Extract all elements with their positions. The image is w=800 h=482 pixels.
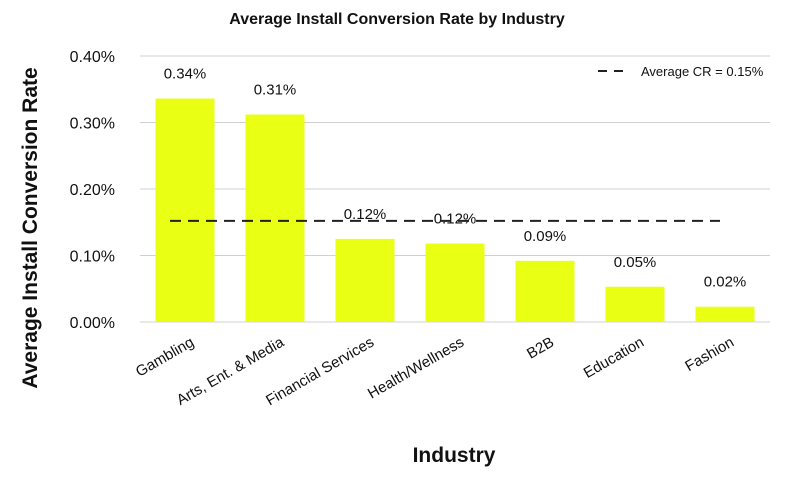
data-label: 0.12% bbox=[344, 206, 387, 223]
data-label: 0.02% bbox=[704, 274, 747, 291]
y-tick-label: 0.10% bbox=[70, 249, 115, 266]
legend-label: Average CR = 0.15% bbox=[641, 64, 764, 79]
y-tick-label: 0.00% bbox=[70, 315, 115, 332]
data-label: 0.31% bbox=[254, 82, 297, 99]
x-tick-label: B2B bbox=[524, 334, 557, 363]
bar bbox=[425, 243, 485, 322]
data-label: 0.05% bbox=[614, 254, 657, 271]
bar bbox=[155, 98, 215, 322]
x-tick-label: Education bbox=[581, 334, 647, 382]
y-axis-ticks: 0.00% 0.10% 0.20% 0.30% 0.40% bbox=[70, 49, 115, 332]
y-tick-label: 0.20% bbox=[70, 182, 115, 199]
bars bbox=[155, 98, 755, 323]
bar bbox=[245, 114, 305, 323]
data-label: 0.34% bbox=[164, 66, 207, 83]
data-label: 0.09% bbox=[524, 228, 567, 245]
bar bbox=[605, 286, 665, 322]
chart-title: Average Install Conversion Rate by Indus… bbox=[229, 11, 565, 28]
legend: Average CR = 0.15% bbox=[598, 64, 764, 79]
gridlines bbox=[140, 55, 770, 323]
x-tick-label: Fashion bbox=[682, 334, 737, 375]
y-axis-title: Average Install Conversion Rate bbox=[19, 67, 42, 388]
x-tick-label: Gambling bbox=[133, 334, 197, 381]
x-tick-label: Health/Wellness bbox=[365, 334, 467, 403]
data-labels: 0.34% 0.31% 0.12% 0.12% 0.09% 0.05% 0.02% bbox=[164, 66, 747, 291]
data-label: 0.12% bbox=[434, 211, 477, 228]
y-tick-label: 0.30% bbox=[70, 116, 115, 133]
bar bbox=[515, 260, 575, 322]
y-tick-label: 0.40% bbox=[70, 49, 115, 66]
bar bbox=[335, 238, 395, 322]
x-axis-title: Industry bbox=[413, 444, 496, 467]
bar bbox=[695, 306, 755, 322]
